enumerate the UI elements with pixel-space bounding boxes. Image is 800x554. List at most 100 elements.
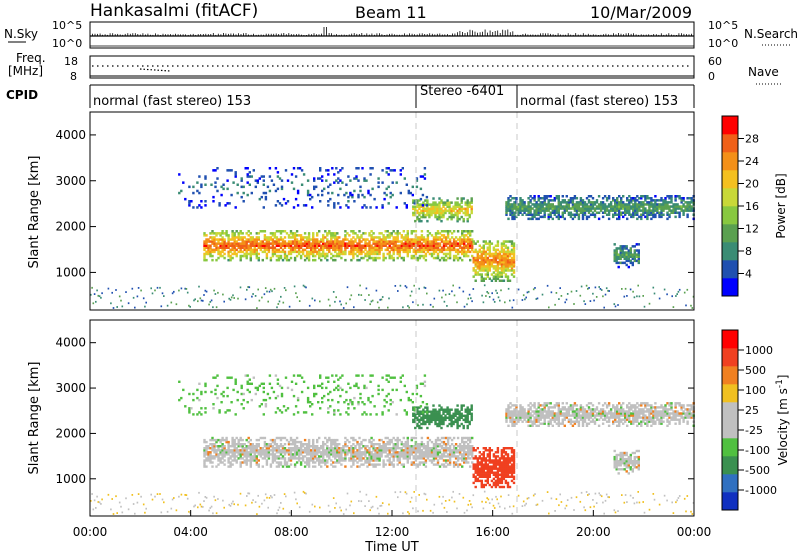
velocity-echo-cell bbox=[418, 463, 422, 466]
velocity-echo-cell bbox=[422, 420, 425, 424]
power-echo-cell bbox=[264, 197, 268, 201]
power-echo-cell bbox=[486, 242, 489, 245]
power-echo-cell bbox=[471, 230, 474, 233]
power-echo-cell bbox=[334, 236, 337, 239]
velocity-echo-cell bbox=[203, 455, 206, 458]
power-echo-cell bbox=[228, 202, 231, 205]
power-echo-cell bbox=[571, 207, 575, 210]
power-echo-cell bbox=[239, 238, 242, 241]
power-echo-cell bbox=[125, 291, 127, 293]
velocity-echo-cell bbox=[418, 414, 421, 417]
velocity-echo-cell bbox=[404, 445, 407, 448]
power-echo-cell bbox=[253, 240, 256, 243]
power-echo-cell bbox=[347, 200, 350, 203]
power-echo-cell bbox=[202, 299, 204, 302]
power-echo-cell bbox=[527, 217, 530, 221]
power-echo-cell bbox=[603, 203, 607, 206]
velocity-echo-cell bbox=[438, 410, 441, 413]
velocity-echo-cell bbox=[478, 461, 481, 464]
power-echo-cell bbox=[277, 240, 281, 243]
power-echo-cell bbox=[436, 232, 440, 235]
power-echo-cell bbox=[351, 193, 354, 197]
power-echo-cell bbox=[587, 215, 591, 219]
power-echo-cell bbox=[440, 238, 444, 241]
velocity-echo-cell bbox=[467, 461, 470, 464]
velocity-echo-cell bbox=[406, 447, 409, 450]
power-echo-cell bbox=[265, 242, 269, 245]
power-echo-cell bbox=[519, 199, 522, 202]
velocity-echo-cell bbox=[259, 449, 262, 452]
power-echo-cell bbox=[350, 246, 353, 249]
power-echo-cell bbox=[629, 249, 632, 252]
velocity-echo-cell bbox=[438, 455, 442, 458]
power-echo-cell bbox=[644, 199, 647, 202]
velocity-echo-cell bbox=[386, 443, 389, 446]
power-echo-cell bbox=[654, 213, 657, 216]
power-echo-cell bbox=[460, 207, 463, 211]
velocity-echo-cell bbox=[263, 445, 267, 448]
power-echo-cell bbox=[407, 305, 409, 307]
power-echo-cell bbox=[422, 205, 425, 208]
power-echo-cell bbox=[327, 173, 330, 176]
power-echo-cell bbox=[551, 209, 554, 212]
velocity-echo-cell bbox=[301, 451, 305, 454]
velocity-echo-cell bbox=[207, 455, 210, 458]
velocity-echo-cell bbox=[336, 449, 339, 452]
power-echo-cell bbox=[412, 256, 415, 260]
power-echo-cell bbox=[464, 207, 467, 211]
power-echo-cell bbox=[613, 251, 616, 254]
power-echo-cell bbox=[684, 209, 687, 212]
velocity-echo-cell bbox=[227, 461, 230, 464]
power-echo-cell bbox=[471, 300, 473, 303]
velocity-echo-cell bbox=[482, 451, 485, 454]
velocity-echo-cell bbox=[257, 459, 260, 462]
power-echo-cell bbox=[255, 244, 258, 247]
velocity-echo-cell bbox=[354, 455, 357, 458]
velocity-echo-cell bbox=[233, 438, 236, 442]
velocity-echo-cell bbox=[307, 463, 311, 466]
velocity-echo-cell bbox=[239, 461, 242, 464]
power-echo-cell bbox=[682, 211, 685, 214]
power-echo-cell bbox=[506, 269, 510, 272]
velocity-echo-cell bbox=[454, 420, 457, 424]
power-echo-cell bbox=[609, 209, 613, 212]
velocity-echo-cell bbox=[430, 455, 434, 458]
velocity-echo-cell bbox=[400, 463, 403, 466]
velocity-echo-cell bbox=[376, 443, 379, 446]
power-echo-cell bbox=[571, 203, 575, 206]
power-echo-cell bbox=[406, 236, 409, 239]
power-echo-cell bbox=[513, 217, 516, 221]
power-echo-cell bbox=[478, 254, 481, 258]
power-echo-cell bbox=[418, 213, 421, 217]
velocity-echo-cell bbox=[336, 438, 339, 442]
power-echo-cell bbox=[414, 230, 418, 233]
power-echo-cell bbox=[281, 258, 285, 262]
power-echo-cell bbox=[509, 209, 512, 212]
power-echo-cell bbox=[642, 203, 645, 206]
velocity-echo-cell bbox=[392, 447, 395, 450]
velocity-echo-cell bbox=[464, 410, 467, 413]
velocity-echo-cell bbox=[412, 420, 415, 424]
velocity-echo-cell bbox=[442, 453, 446, 456]
power-echo-cell bbox=[247, 252, 250, 256]
power-echo-cell bbox=[415, 177, 419, 180]
power-echo-cell bbox=[281, 248, 285, 252]
power-echo-cell bbox=[245, 240, 248, 243]
velocity-echo-cell bbox=[476, 457, 479, 460]
power-echo-cell bbox=[380, 298, 383, 301]
power-echo-cell bbox=[678, 195, 681, 198]
velocity-echo-cell bbox=[404, 457, 407, 460]
velocity-echo-cell bbox=[410, 461, 413, 464]
power-echo-cell bbox=[448, 240, 452, 243]
velocity-echo-cell bbox=[312, 447, 315, 450]
power-echo-cell bbox=[658, 207, 661, 210]
velocity-echo-cell bbox=[265, 463, 269, 466]
power-echo-cell bbox=[334, 254, 337, 258]
power-echo-cell bbox=[609, 207, 613, 210]
velocity-echo-cell bbox=[203, 465, 206, 468]
velocity-echo-cell bbox=[213, 445, 216, 448]
velocity-echo-cell bbox=[484, 463, 487, 466]
power-echo-cell bbox=[591, 205, 595, 208]
power-echo-cell bbox=[265, 244, 269, 247]
velocity-echo-cell bbox=[316, 438, 319, 442]
